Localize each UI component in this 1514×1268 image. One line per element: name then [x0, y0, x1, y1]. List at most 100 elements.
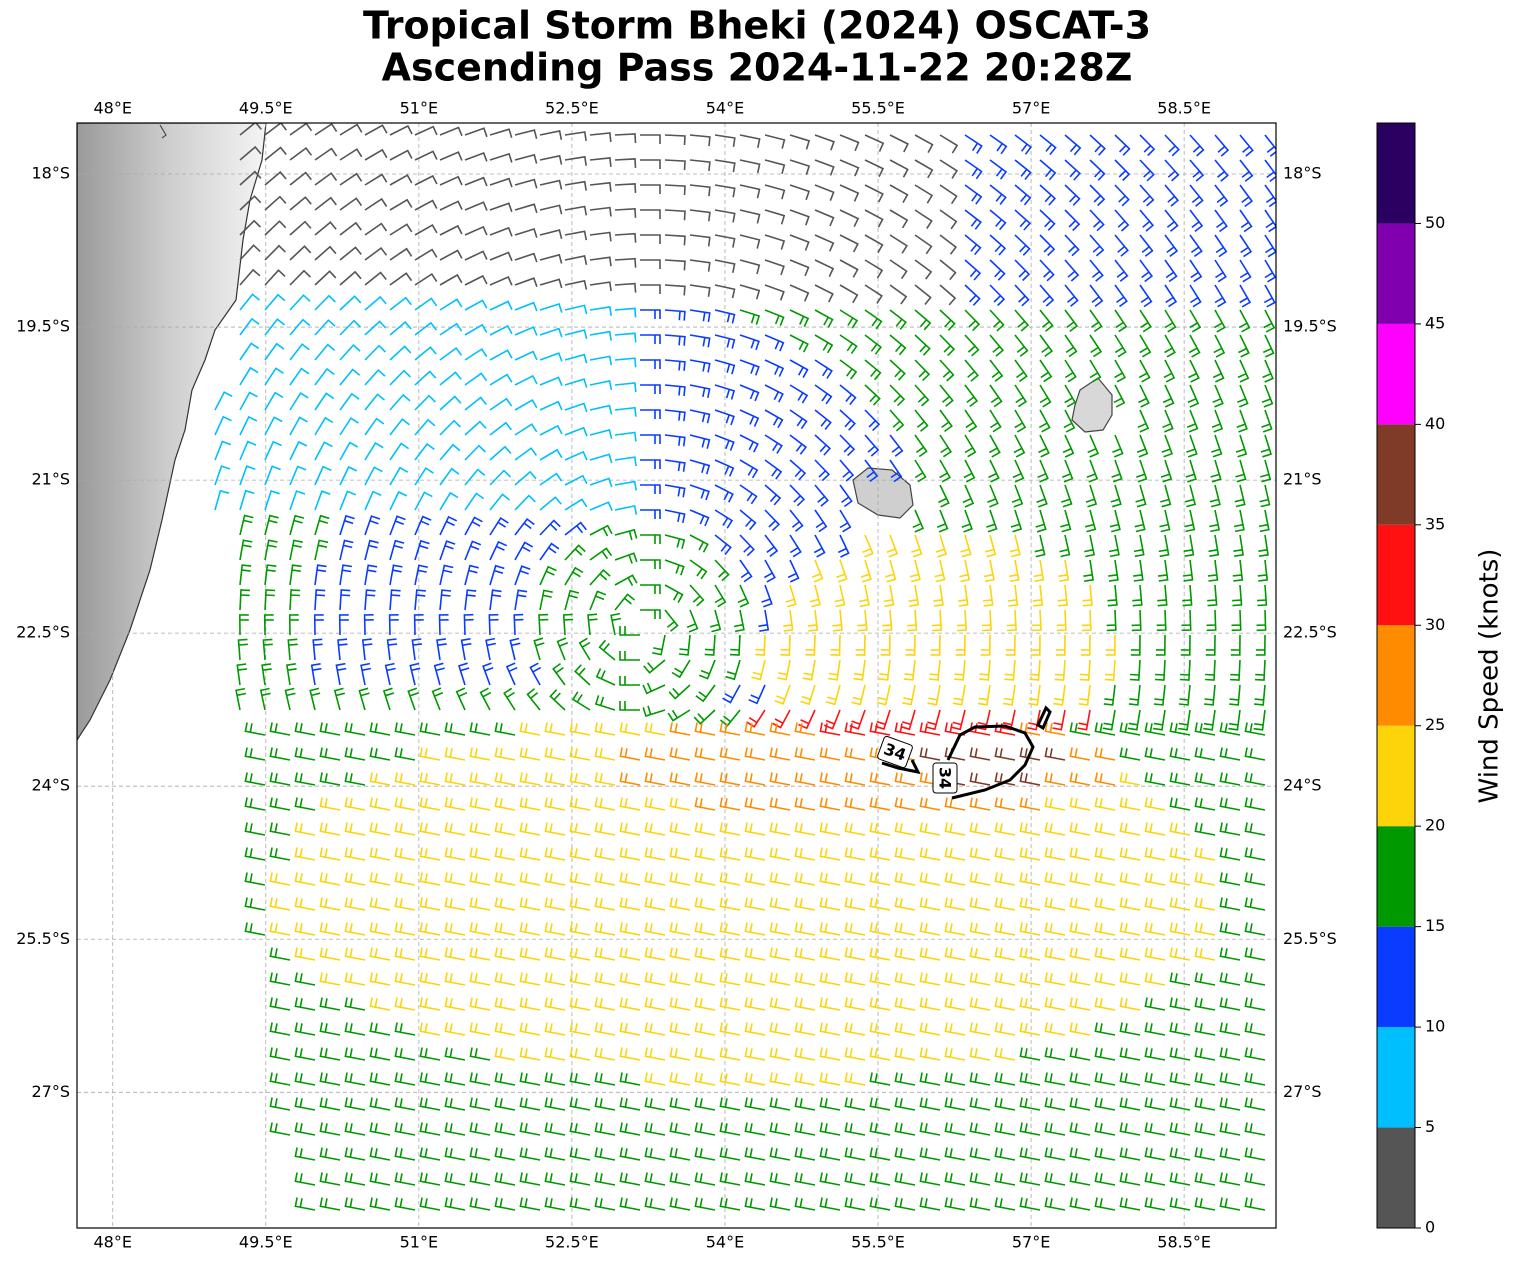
wind-barb	[686, 609, 699, 633]
wind-barb	[1014, 409, 1027, 433]
wind-barb	[969, 1147, 991, 1161]
wind-barb	[1163, 359, 1176, 383]
wind-barb	[769, 1147, 791, 1161]
wind-barb	[1044, 1122, 1066, 1136]
wind-barb	[264, 123, 287, 136]
wind-barb	[1179, 659, 1191, 681]
wind-barb	[339, 392, 360, 411]
wind-barb	[744, 1197, 766, 1211]
wind-barb	[1203, 709, 1216, 731]
wind-barb	[384, 662, 396, 686]
wind-barb	[819, 1072, 841, 1086]
wind-barb	[1044, 947, 1066, 961]
wind-barb	[1158, 534, 1170, 558]
wind-barb	[802, 659, 816, 681]
wind-barb	[409, 662, 421, 686]
wind-barb	[1019, 997, 1041, 1011]
wind-barb	[1044, 722, 1066, 736]
wind-barb	[869, 1047, 891, 1061]
wind-barb	[457, 662, 470, 686]
wind-barb	[569, 1097, 591, 1111]
wind-barb	[664, 334, 686, 346]
wind-barb	[1114, 259, 1129, 282]
wind-barb	[1132, 584, 1143, 607]
wind-barb	[694, 747, 716, 761]
wind-barb	[1044, 1147, 1066, 1161]
wind-barb	[643, 659, 666, 674]
wind-barb	[489, 300, 513, 311]
wind-barb	[769, 797, 791, 811]
wind-barb	[689, 134, 711, 147]
wind-barb	[644, 972, 666, 986]
wind-barb	[319, 1022, 341, 1036]
wind-barb	[319, 1097, 341, 1111]
wind-barb	[269, 1022, 291, 1036]
wind-barb	[319, 972, 341, 986]
wind-barb	[1044, 1097, 1066, 1111]
wind-barb	[939, 459, 951, 483]
wind-barb	[769, 922, 791, 936]
wind-barb	[1004, 659, 1016, 681]
y-tick-label: 18°S	[31, 164, 70, 183]
wind-barb	[914, 159, 934, 179]
wind-barb	[640, 309, 661, 319]
wind-barb	[1144, 1147, 1166, 1161]
wind-barb	[1069, 797, 1091, 811]
wind-barb	[839, 184, 860, 202]
wind-barb	[964, 434, 977, 458]
wind-barb	[664, 559, 685, 576]
wind-barb	[1231, 609, 1242, 632]
wind-barb	[389, 272, 413, 286]
x-tick-label: 52.5°E	[545, 99, 599, 118]
wind-barb	[814, 384, 833, 405]
wind-barb	[1089, 134, 1106, 156]
wind-barb	[714, 559, 730, 582]
wind-barb	[864, 459, 879, 483]
wind-barb	[844, 972, 866, 986]
y-tick-label: 24°S	[1283, 776, 1322, 795]
wind-barb	[539, 376, 563, 387]
wind-barb	[714, 484, 734, 503]
wind-barb	[264, 318, 285, 336]
wind-barb	[864, 384, 881, 406]
wind-barb	[564, 589, 580, 611]
wind-barb	[819, 1122, 841, 1136]
wind-barb	[719, 1122, 741, 1136]
wind-barb	[344, 1122, 366, 1136]
wind-barb	[289, 146, 313, 161]
wind-barb	[294, 747, 316, 761]
wind-barb	[264, 342, 285, 361]
wind-barb	[1138, 384, 1150, 408]
wind-barb	[894, 872, 916, 886]
wind-barb	[310, 663, 322, 686]
wind-barb	[414, 248, 438, 261]
wind-barb	[714, 259, 736, 273]
wind-barb	[569, 1022, 591, 1036]
wind-barb	[239, 514, 254, 536]
wind-barb	[927, 684, 941, 706]
wind-barb	[464, 176, 488, 187]
wind-barb	[764, 159, 786, 175]
wind-barb	[269, 947, 291, 961]
wind-barb	[1003, 684, 1016, 706]
wind-barb	[908, 584, 920, 607]
wind-barb	[1119, 897, 1141, 911]
wind-barb	[544, 722, 566, 736]
wind-barb	[489, 202, 513, 213]
wind-barb	[1057, 584, 1068, 607]
wind-barb	[514, 470, 537, 486]
wind-barb	[894, 1172, 916, 1186]
wind-barb	[564, 131, 587, 142]
wind-barb	[361, 638, 373, 661]
wind-barb	[1069, 847, 1091, 861]
wind-barb	[919, 1122, 941, 1136]
wind-barb	[214, 391, 233, 411]
wind-barb	[669, 722, 691, 736]
wind-barb	[549, 689, 566, 711]
wind-barb	[944, 1122, 966, 1136]
wind-barb	[269, 722, 291, 736]
wind-barb	[414, 589, 426, 611]
wind-barb	[1114, 184, 1130, 207]
wind-barb	[394, 997, 416, 1011]
wind-barb	[464, 127, 488, 138]
